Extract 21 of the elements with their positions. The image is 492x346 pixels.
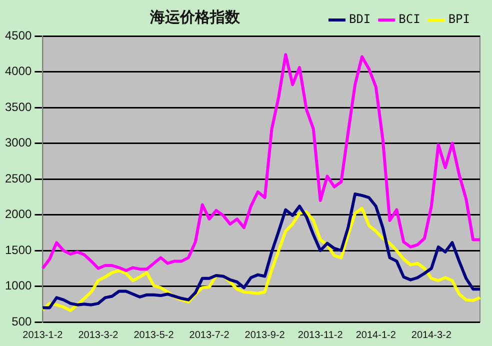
x-tick-label: 2013-3-2 xyxy=(78,330,119,341)
y-tick-label: 2500 xyxy=(4,171,32,186)
x-tick-label: 2013-1-2 xyxy=(22,330,64,341)
y-tick-label: 1500 xyxy=(4,242,32,257)
y-tick-label: 500 xyxy=(12,314,32,328)
y-tick-label: 3500 xyxy=(4,100,32,114)
chart-title: 海运价格指数 xyxy=(150,8,240,27)
x-tick-label: 2014-3-2 xyxy=(411,330,452,341)
x-tick-label: 2013-11-2 xyxy=(298,330,344,341)
y-tick-label: 4000 xyxy=(4,64,32,78)
x-tick-label: 2013-5-2 xyxy=(134,330,174,341)
x-tick-label: 2013-9-2 xyxy=(244,330,286,341)
legend-label: BDI xyxy=(348,12,371,26)
y-tick-label: 1000 xyxy=(4,278,32,293)
y-tick-label: 4500 xyxy=(4,28,32,42)
y-tick-label: 3000 xyxy=(4,136,32,150)
legend-label: BPI xyxy=(448,12,470,26)
x-tick-label: 2014-1-2 xyxy=(356,330,396,341)
legend-label: BCI xyxy=(398,12,420,26)
y-tick-label: 2000 xyxy=(4,207,32,222)
x-tick-label: 2013-7-2 xyxy=(189,330,230,341)
